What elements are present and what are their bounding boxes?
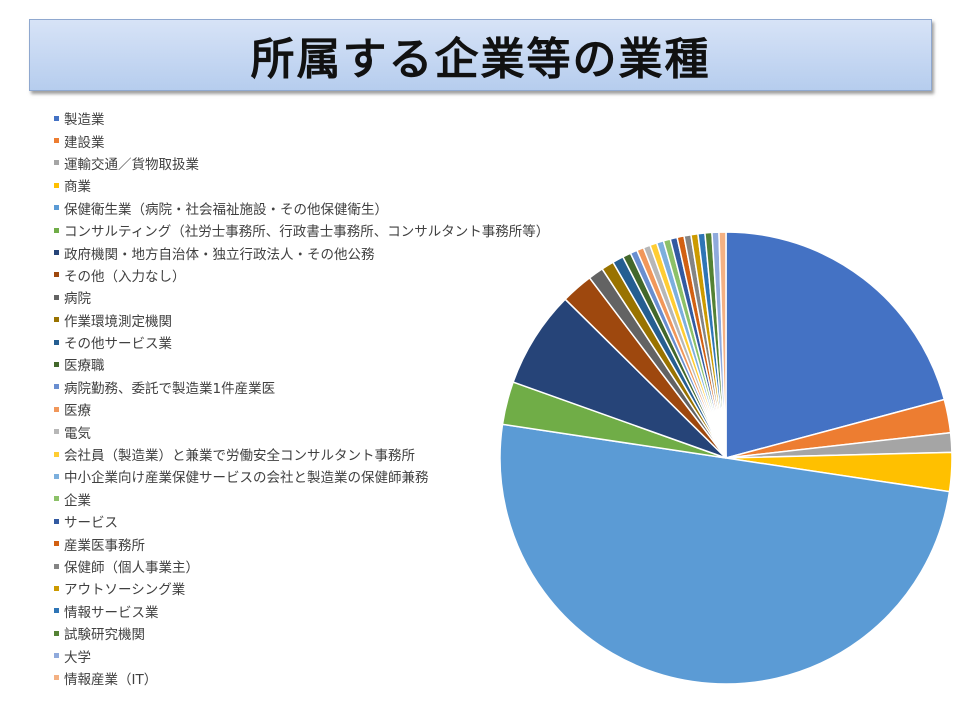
- legend-item: 建設業: [54, 129, 514, 151]
- legend-item: 中小企業向け産業保健サービスの会社と製造業の保健師兼務: [54, 465, 514, 487]
- legend-label: 製造業: [64, 112, 105, 129]
- legend-label: 保健師（個人事業主）: [64, 560, 199, 576]
- legend-swatch: [54, 115, 59, 121]
- legend-item: 保健衛生業（病院・社会福祉施設・その他保健衛生）: [54, 197, 514, 219]
- legend-label: 医療職: [64, 358, 105, 375]
- legend-item: 医療: [54, 398, 514, 420]
- legend-swatch: [54, 630, 59, 636]
- legend-swatch: [54, 361, 59, 367]
- legend-label: 病院: [64, 291, 91, 308]
- legend-item: その他（入力なし）: [54, 264, 514, 286]
- legend-swatch: [54, 384, 59, 390]
- legend-label: その他サービス業: [64, 336, 172, 353]
- legend-label: コンサルティング（社労士事務所、行政書士事務所、コンサルタント事務所等）: [64, 224, 550, 241]
- legend-swatch: [54, 608, 59, 614]
- legend-item: 情報サービス業: [54, 600, 514, 622]
- legend-swatch: [54, 227, 59, 233]
- legend-label: 情報サービス業: [64, 604, 159, 621]
- legend-item: 会社員（製造業）と兼業で労働安全コンサルタント事務所: [54, 443, 514, 465]
- legend-label: 建設業: [64, 134, 105, 151]
- legend-item: その他サービス業: [54, 331, 514, 353]
- legend-item: アウトソーシング業: [54, 577, 514, 599]
- legend-label: サービス: [64, 515, 118, 532]
- legend-swatch: [54, 451, 59, 457]
- legend-item: 産業医事務所: [54, 532, 514, 554]
- legend-item: 運輸交通／貨物取扱業: [54, 152, 514, 174]
- legend-item: 医療職: [54, 353, 514, 375]
- legend-label: 政府機関・地方自治体・独立行政法人・その他公務: [64, 246, 375, 263]
- legend-label: 電気: [64, 425, 91, 442]
- legend-label: 病院勤務、委託で製造業1件産業医: [64, 380, 276, 397]
- legend-swatch: [54, 675, 59, 681]
- pie-slice: [725, 231, 946, 459]
- legend-item: 大学: [54, 644, 514, 666]
- legend-item: 作業環境測定機関: [54, 309, 514, 331]
- legend-item: 製造業: [54, 107, 514, 129]
- legend-label: 商業: [64, 179, 91, 196]
- legend-label: 産業医事務所: [64, 537, 145, 554]
- legend-swatch: [54, 339, 59, 345]
- legend-item: コンサルティング（社労士事務所、行政書士事務所、コンサルタント事務所等）: [54, 219, 549, 241]
- legend-item: 企業: [54, 488, 514, 510]
- legend-swatch: [54, 496, 59, 502]
- legend-label: 大学: [64, 649, 91, 666]
- legend-swatch: [54, 563, 59, 569]
- legend-swatch: [54, 473, 59, 479]
- legend-item: 電気: [54, 420, 514, 442]
- legend-swatch: [54, 272, 59, 278]
- legend-swatch: [54, 160, 59, 166]
- legend-swatch: [54, 317, 59, 323]
- legend-swatch: [54, 205, 59, 211]
- legend-swatch: [54, 406, 59, 412]
- legend-label: 試験研究機関: [64, 627, 145, 644]
- legend-swatch: [54, 250, 59, 256]
- legend-swatch: [54, 182, 59, 188]
- legend-swatch: [54, 518, 59, 524]
- legend-swatch: [54, 429, 59, 435]
- legend-item: 病院: [54, 286, 514, 308]
- pie-chart-area: [490, 222, 960, 692]
- legend-item: サービス: [54, 510, 514, 532]
- pie-slice: [499, 423, 951, 685]
- legend-item: 商業: [54, 174, 514, 196]
- chart-legend: 製造業建設業運輸交通／貨物取扱業 商業保健衛生業（病院・社会福祉施設・その他保健衛…: [54, 107, 549, 689]
- legend-label: 運輸交通／貨物取扱業: [64, 156, 199, 173]
- legend-label: 医療: [64, 403, 91, 420]
- legend-swatch: [54, 541, 59, 547]
- page-title: 所属する企業等の業種: [250, 34, 711, 85]
- legend-label: 作業環境測定機関: [64, 313, 172, 330]
- legend-label: 企業: [64, 492, 91, 509]
- legend-swatch: [54, 585, 59, 591]
- legend-label: アウトソーシング業: [64, 582, 186, 599]
- legend-swatch: [54, 138, 59, 144]
- legend-label: 中小企業向け産業保健サービスの会社と製造業の保健師兼務: [64, 470, 429, 487]
- title-banner: 所属する企業等の業種: [29, 19, 932, 91]
- legend-label: 保健衛生業（病院・社会福祉施設・その他保健衛生）: [64, 201, 388, 218]
- legend-swatch: [54, 653, 59, 659]
- legend-item: 情報産業（IT）: [54, 667, 514, 689]
- pie-slice: [718, 231, 727, 459]
- legend-item: 試験研究機関: [54, 622, 514, 644]
- legend-label: 会社員（製造業）と兼業で労働安全コンサルタント事務所: [64, 448, 415, 465]
- legend-label: 情報産業（IT）: [64, 671, 158, 688]
- legend-item: 保健師（個人事業主）: [54, 555, 514, 577]
- legend-label: その他（入力なし）: [64, 268, 186, 285]
- legend-item: 政府機関・地方自治体・独立行政法人・その他公務: [54, 241, 514, 263]
- legend-swatch: [54, 294, 59, 300]
- legend-item: 病院勤務、委託で製造業1件産業医: [54, 376, 514, 398]
- pie-chart: [499, 231, 953, 685]
